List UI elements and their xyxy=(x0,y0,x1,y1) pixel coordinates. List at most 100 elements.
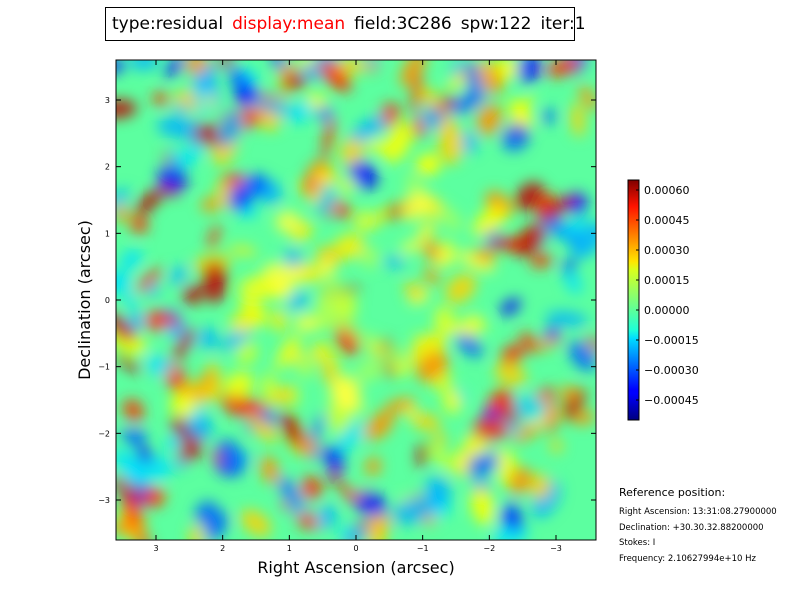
texture-blob xyxy=(519,331,539,354)
texture-blob xyxy=(174,103,188,115)
texture-blob xyxy=(318,259,336,277)
texture-blob xyxy=(564,270,582,295)
texture-blob xyxy=(470,485,495,526)
texture-blob xyxy=(220,328,252,351)
x-tick-label: 3 xyxy=(153,544,158,553)
texture-blob xyxy=(202,261,227,303)
texture-blob xyxy=(322,360,336,384)
texture-blob xyxy=(365,457,382,476)
texture-blob xyxy=(445,273,476,304)
title-iter: iter:1 xyxy=(540,14,586,34)
texture-blob xyxy=(493,449,517,472)
texture-blob xyxy=(157,166,188,191)
colorbar-tick-label: 0.00000 xyxy=(644,304,690,317)
texture-blob xyxy=(195,501,220,527)
texture-blob xyxy=(299,60,315,69)
texture-blob xyxy=(546,60,581,78)
texture-blob xyxy=(130,215,149,234)
texture-blob xyxy=(336,396,365,413)
texture-blob xyxy=(327,472,342,484)
texture-blob xyxy=(502,124,530,152)
texture-blob xyxy=(414,222,429,252)
texture-blob xyxy=(411,413,441,431)
texture-blob xyxy=(182,285,203,305)
texture-blob xyxy=(130,429,143,449)
texture-blob xyxy=(178,438,202,462)
y-tick-label: 2 xyxy=(105,163,110,172)
texture-blob xyxy=(322,117,335,158)
colorbar-tick-label: −0.00015 xyxy=(644,334,699,347)
texture-blob xyxy=(570,221,596,259)
texture-blob xyxy=(158,185,180,197)
reference-title: Reference position: xyxy=(619,486,726,499)
texture-blob xyxy=(120,249,143,270)
texture-blob xyxy=(309,188,323,205)
texture-blob xyxy=(355,209,371,233)
texture-blob xyxy=(278,477,295,497)
texture-blob xyxy=(572,411,596,425)
y-tick-label: 1 xyxy=(105,229,110,238)
image-texture xyxy=(116,60,596,540)
colorbar-tick-label: 0.00030 xyxy=(644,244,690,257)
texture-blob xyxy=(135,188,164,215)
texture-blob xyxy=(424,267,440,285)
texture-blob xyxy=(133,525,146,540)
colorbar xyxy=(627,179,640,421)
texture-blob xyxy=(437,205,463,231)
texture-blob xyxy=(351,115,387,142)
texture-blob xyxy=(116,99,137,119)
texture-blob xyxy=(496,468,512,485)
texture-blob xyxy=(207,224,220,250)
texture-blob xyxy=(121,492,141,526)
texture-blob xyxy=(513,395,547,422)
texture-blob xyxy=(156,116,200,138)
texture-blob xyxy=(229,314,256,333)
texture-blob xyxy=(400,60,427,87)
texture-blob xyxy=(295,353,315,380)
texture-blob xyxy=(559,386,581,401)
texture-blob xyxy=(366,206,392,231)
reference-stokes: Stokes: I xyxy=(619,538,656,548)
texture-blob xyxy=(301,475,323,500)
texture-blob xyxy=(399,192,432,221)
texture-blob xyxy=(287,292,309,311)
texture-blob xyxy=(316,105,333,121)
y-axis: 3 2 1 0 −1 −2 −3 xyxy=(98,96,596,505)
texture-blob xyxy=(415,351,449,383)
texture-blob xyxy=(283,248,303,268)
texture-blob xyxy=(586,335,596,353)
texture-blob xyxy=(271,308,287,333)
texture-blob xyxy=(542,108,556,125)
texture-blob xyxy=(318,60,352,93)
reference-frequency: Frequency: 2.10627994e+10 Hz xyxy=(619,553,756,564)
texture-blob xyxy=(339,482,358,504)
texture-blob xyxy=(546,397,556,436)
texture-blob xyxy=(142,488,165,508)
texture-blob xyxy=(148,360,162,379)
texture-blob xyxy=(394,360,411,377)
texture-blob xyxy=(236,173,265,198)
x-tick-label: 2 xyxy=(220,544,225,553)
texture-blob xyxy=(364,411,395,441)
texture-blob xyxy=(416,441,428,468)
texture-blob xyxy=(568,341,596,372)
texture-blob xyxy=(465,61,481,94)
title-display[interactable]: display:mean xyxy=(232,14,346,34)
texture-blob xyxy=(122,399,144,422)
x-axis: 3 2 1 0 −1 −2 −3 xyxy=(153,60,562,553)
colorbar-ticks: 0.00060 0.00045 0.00030 0.00015 0.00000 −0.00… xyxy=(636,184,699,407)
title-spw: spw:122 xyxy=(460,14,532,34)
y-axis-label: Declination (arcsec) xyxy=(75,220,94,380)
texture-blob xyxy=(275,211,302,234)
title-type: type:residual xyxy=(112,14,224,34)
texture-blob xyxy=(263,369,276,412)
texture-blob xyxy=(500,343,524,366)
texture-blob xyxy=(401,240,416,254)
texture-blob xyxy=(129,60,159,71)
texture-blob xyxy=(324,445,345,472)
texture-blob xyxy=(512,422,544,443)
texture-blob xyxy=(339,523,356,540)
texture-blob xyxy=(558,217,588,239)
texture-blob xyxy=(260,455,280,485)
colorbar-tick-label: 0.00015 xyxy=(644,274,690,287)
